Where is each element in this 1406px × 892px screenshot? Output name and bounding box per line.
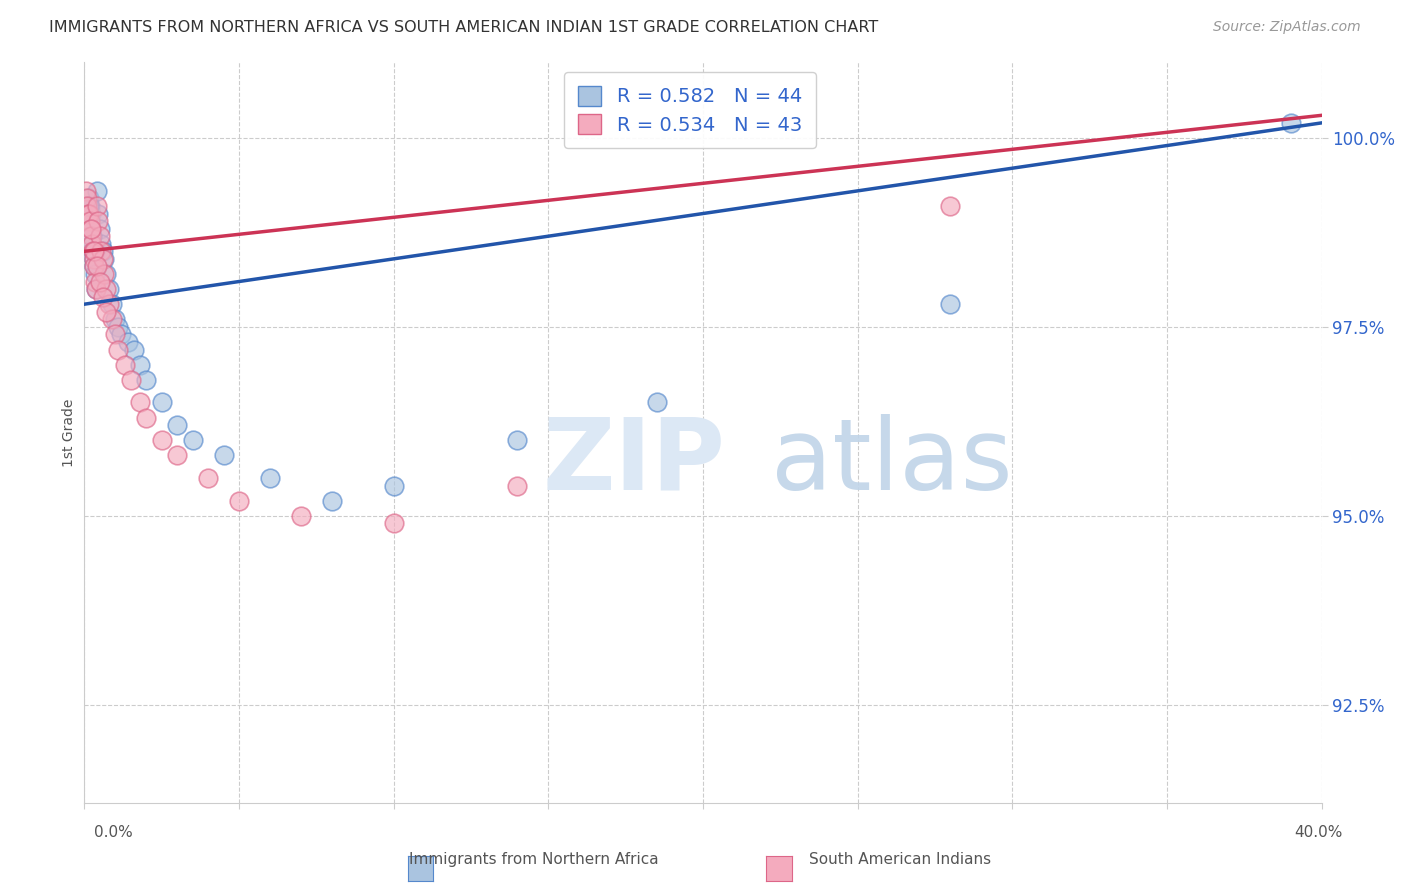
Point <box>107 343 129 357</box>
Point <box>83 244 105 259</box>
Point <box>82 244 104 259</box>
Point <box>84 244 107 259</box>
Point <box>114 358 136 372</box>
Point <box>76 199 98 213</box>
Point <box>259 471 281 485</box>
Point <box>84 267 107 281</box>
Point <box>82 229 104 244</box>
Point <box>228 493 250 508</box>
Point <box>110 327 132 342</box>
Point <box>75 184 97 198</box>
Point <box>212 448 235 462</box>
Point <box>84 275 107 289</box>
Point <box>321 493 343 508</box>
Point <box>135 410 157 425</box>
Point <box>939 297 962 311</box>
Point <box>83 260 105 274</box>
Point <box>101 312 124 326</box>
Point <box>120 373 142 387</box>
Point <box>90 244 112 259</box>
Point <box>150 395 173 409</box>
Point <box>645 395 668 409</box>
Point <box>77 206 100 220</box>
Point <box>86 199 108 213</box>
Text: South American Indians: South American Indians <box>808 852 991 867</box>
Point <box>83 252 105 266</box>
Point <box>122 343 145 357</box>
Point <box>80 229 103 244</box>
Point <box>79 206 101 220</box>
Point <box>94 282 117 296</box>
Point <box>82 244 104 259</box>
Point <box>129 358 152 372</box>
Point <box>166 448 188 462</box>
Point <box>76 214 98 228</box>
Point <box>506 478 529 492</box>
Point <box>87 214 110 228</box>
Point <box>98 297 121 311</box>
Y-axis label: 1st Grade: 1st Grade <box>62 399 76 467</box>
Point <box>77 206 100 220</box>
Point <box>135 373 157 387</box>
Point <box>89 275 111 289</box>
Point <box>1279 116 1302 130</box>
Point <box>86 260 108 274</box>
Point <box>93 267 115 281</box>
Point <box>506 433 529 447</box>
Point <box>90 236 112 251</box>
Point <box>84 282 107 296</box>
Point <box>93 252 115 266</box>
Point <box>77 206 100 220</box>
Text: Immigrants from Northern Africa: Immigrants from Northern Africa <box>409 852 659 867</box>
Text: IMMIGRANTS FROM NORTHERN AFRICA VS SOUTH AMERICAN INDIAN 1ST GRADE CORRELATION C: IMMIGRANTS FROM NORTHERN AFRICA VS SOUTH… <box>49 20 879 35</box>
Text: 40.0%: 40.0% <box>1295 825 1343 840</box>
Point <box>181 433 204 447</box>
Point <box>76 191 98 205</box>
Text: atlas: atlas <box>770 414 1012 511</box>
Point <box>91 290 114 304</box>
Point <box>129 395 152 409</box>
Text: Source: ZipAtlas.com: Source: ZipAtlas.com <box>1213 20 1361 34</box>
Point <box>107 319 129 334</box>
Point <box>89 229 111 244</box>
Point <box>77 199 100 213</box>
Point <box>79 221 101 235</box>
Point <box>382 516 405 531</box>
Point <box>79 199 101 213</box>
Point <box>166 418 188 433</box>
Point <box>91 244 114 259</box>
Point <box>98 282 121 296</box>
Point <box>76 199 98 213</box>
Point <box>104 312 127 326</box>
Point <box>79 221 101 235</box>
Point <box>75 229 97 244</box>
Point <box>77 191 100 205</box>
Point <box>83 252 105 266</box>
Legend: R = 0.582   N = 44, R = 0.534   N = 43: R = 0.582 N = 44, R = 0.534 N = 43 <box>564 72 815 148</box>
Point <box>83 260 105 274</box>
Point <box>94 267 117 281</box>
Point <box>87 206 110 220</box>
Point <box>150 433 173 447</box>
Point <box>290 508 312 523</box>
Point <box>94 304 117 318</box>
Point <box>117 334 139 349</box>
Point <box>382 478 405 492</box>
Text: 0.0%: 0.0% <box>94 825 134 840</box>
Point <box>82 236 104 251</box>
Point <box>86 184 108 198</box>
Point <box>84 282 107 296</box>
Point <box>939 199 962 213</box>
Point <box>104 327 127 342</box>
Point <box>197 471 219 485</box>
Point <box>89 221 111 235</box>
Point <box>79 214 101 228</box>
Point <box>91 252 114 266</box>
Point <box>101 297 124 311</box>
Point <box>80 221 103 235</box>
Text: ZIP: ZIP <box>543 414 725 511</box>
Point <box>82 236 104 251</box>
